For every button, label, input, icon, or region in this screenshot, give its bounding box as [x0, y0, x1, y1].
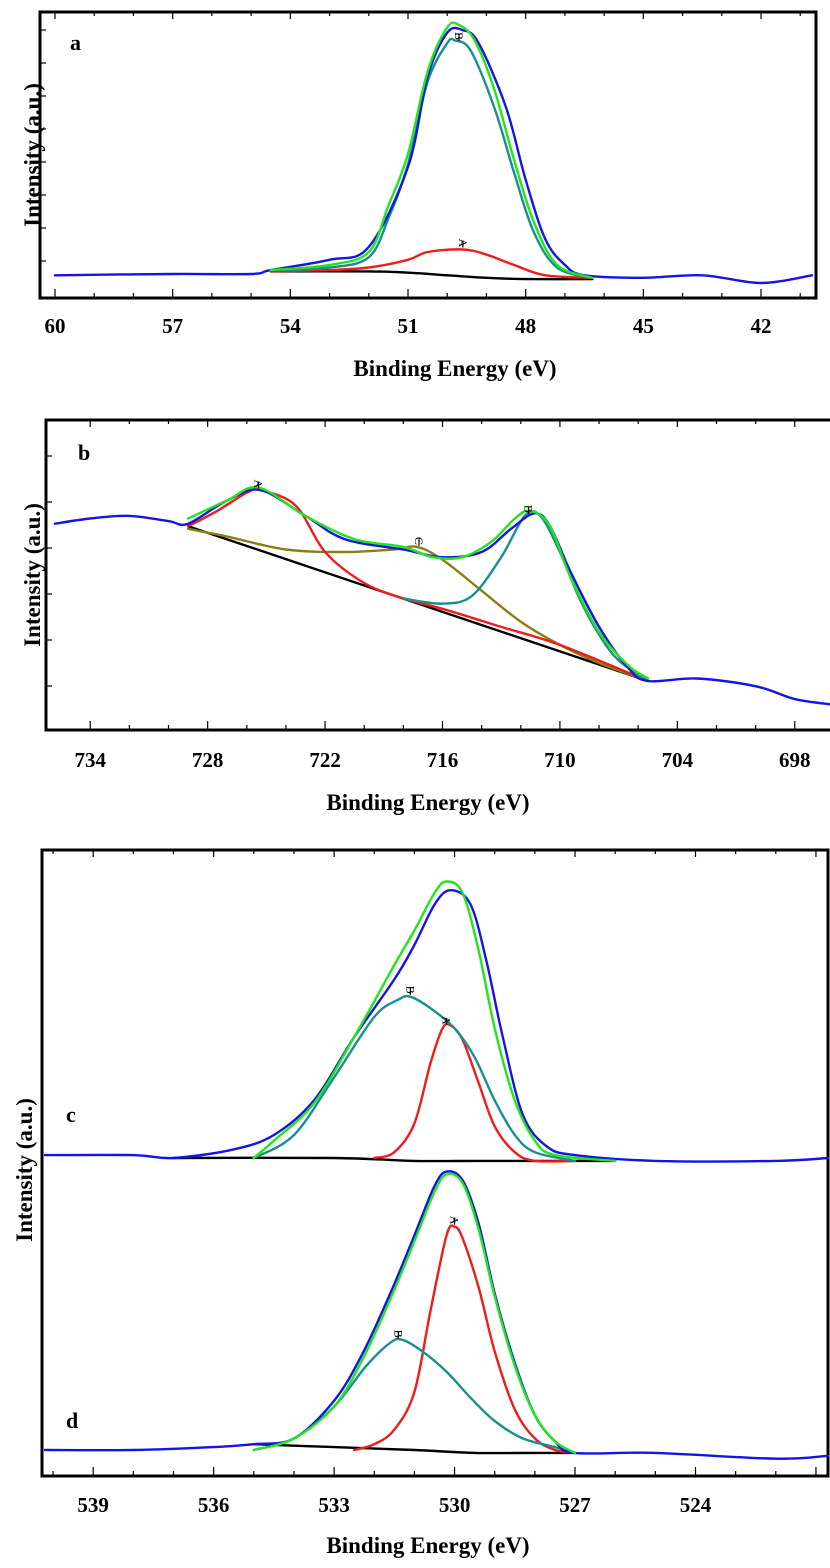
- x-tick-label: 57: [162, 314, 183, 338]
- panel-d-curves: [43, 1170, 830, 1460]
- panel-a-component-B-line: [269, 37, 594, 279]
- x-tick-label: 530: [439, 1493, 471, 1517]
- x-tick-label: 48: [515, 314, 536, 338]
- peak-label-b: B: [452, 32, 466, 40]
- x-tick-label: 704: [662, 748, 694, 772]
- x-tick-label: 734: [74, 748, 106, 772]
- panel-a-x-axis-label: Binding Energy (eV): [353, 356, 556, 381]
- panel-b-x-axis-label: Binding Energy (eV): [326, 790, 529, 815]
- panel-b-y-axis-label: Intensity (a.u.): [20, 503, 45, 647]
- x-tick-label: 51: [398, 314, 419, 338]
- panel-d-fit-sum-line: [252, 1172, 577, 1455]
- panel-cd-y-axis-label: Intensity (a.u.): [12, 1098, 37, 1242]
- panel-a-label: a: [70, 30, 81, 55]
- panel-b-x-ticks: 734 728 722 716 710 704 698: [74, 420, 811, 772]
- x-tick-label: 722: [309, 748, 341, 772]
- peak-label-b: B: [391, 1330, 405, 1338]
- x-tick-label: 524: [680, 1493, 712, 1517]
- panel-cd-frame: [40, 848, 830, 1478]
- panel-b-y-ticks: [46, 455, 52, 687]
- peak-label-c: C: [412, 537, 426, 545]
- panel-d-envelope-line: [43, 1170, 830, 1460]
- peak-label-b: B: [522, 505, 536, 513]
- panel-d-x-axis-label: Binding Energy (eV): [326, 1533, 529, 1558]
- panel-a-fit-sum-line: [269, 21, 594, 279]
- panel-c-peak-labels: BA: [403, 986, 454, 1025]
- panel-b-component-B-line: [402, 509, 650, 683]
- panel-a-frame: [38, 10, 818, 300]
- peak-label-b: B: [403, 986, 417, 994]
- panel-b-component-A-line: [186, 487, 650, 683]
- x-tick-label: 60: [45, 314, 66, 338]
- panel-c-component-B-line: [252, 994, 577, 1163]
- panel-a-x-ticks: 60 57 54 51 48 45 42: [45, 12, 801, 338]
- x-tick-label: 539: [77, 1493, 109, 1517]
- x-tick-label: 533: [318, 1493, 350, 1517]
- panel-c-curves: [43, 880, 830, 1163]
- x-tick-label: 728: [192, 748, 224, 772]
- x-tick-label: 710: [544, 748, 576, 772]
- panel-a-peak-labels: BA: [452, 32, 470, 248]
- x-tick-label: 42: [751, 314, 772, 338]
- panel-cd: 539 536 533 530 527 524 BA BA c d Intensity (…: [12, 848, 830, 1558]
- panel-a-y-axis-label: Intensity (a.u.): [20, 83, 45, 227]
- panel-d-component-A-line: [353, 1224, 577, 1455]
- panel-a-curves: [53, 21, 814, 285]
- panel-cd-x-ticks: 539 536 533 530 527 524: [52, 850, 817, 1517]
- peak-label-a: A: [252, 479, 266, 488]
- panel-c-component-A-line: [373, 1022, 577, 1163]
- peak-label-a: A: [448, 1216, 462, 1225]
- peak-label-a: A: [440, 1016, 454, 1025]
- panel-b-frame: [44, 418, 830, 732]
- panel-b-curves: [53, 485, 830, 706]
- panel-d-peak-labels: BA: [391, 1216, 462, 1339]
- panel-a-component-A-line: [269, 248, 594, 279]
- x-tick-label: 698: [779, 748, 811, 772]
- panel-c-fit-sum-line: [252, 880, 617, 1163]
- x-tick-label: 716: [427, 748, 459, 772]
- panel-b-label: b: [78, 440, 90, 465]
- x-tick-label: 45: [633, 314, 654, 338]
- x-tick-label: 54: [280, 314, 302, 338]
- panel-b-peak-labels: A C B: [252, 479, 536, 546]
- panel-a: 60 57 54 51 48 45 42 BA a Intensity (a.u.) Bin…: [20, 10, 818, 381]
- panel-b: 734 728 722 716 710 704 698 A C B b Intensity (a…: [20, 418, 830, 815]
- panel-c-envelope-line: [43, 889, 830, 1163]
- panel-b-fit-sum-line: [186, 485, 650, 680]
- panel-d-background-line: [252, 1443, 577, 1455]
- x-tick-label: 536: [198, 1493, 230, 1517]
- panel-c-label: c: [66, 1102, 76, 1127]
- panel-b-envelope-line: [53, 488, 830, 706]
- panel-a-y-ticks: [40, 29, 46, 262]
- peak-label-a: A: [456, 238, 470, 247]
- panel-d-label: d: [66, 1408, 78, 1433]
- panel-a-background-line: [269, 270, 594, 281]
- x-tick-label: 527: [559, 1493, 591, 1517]
